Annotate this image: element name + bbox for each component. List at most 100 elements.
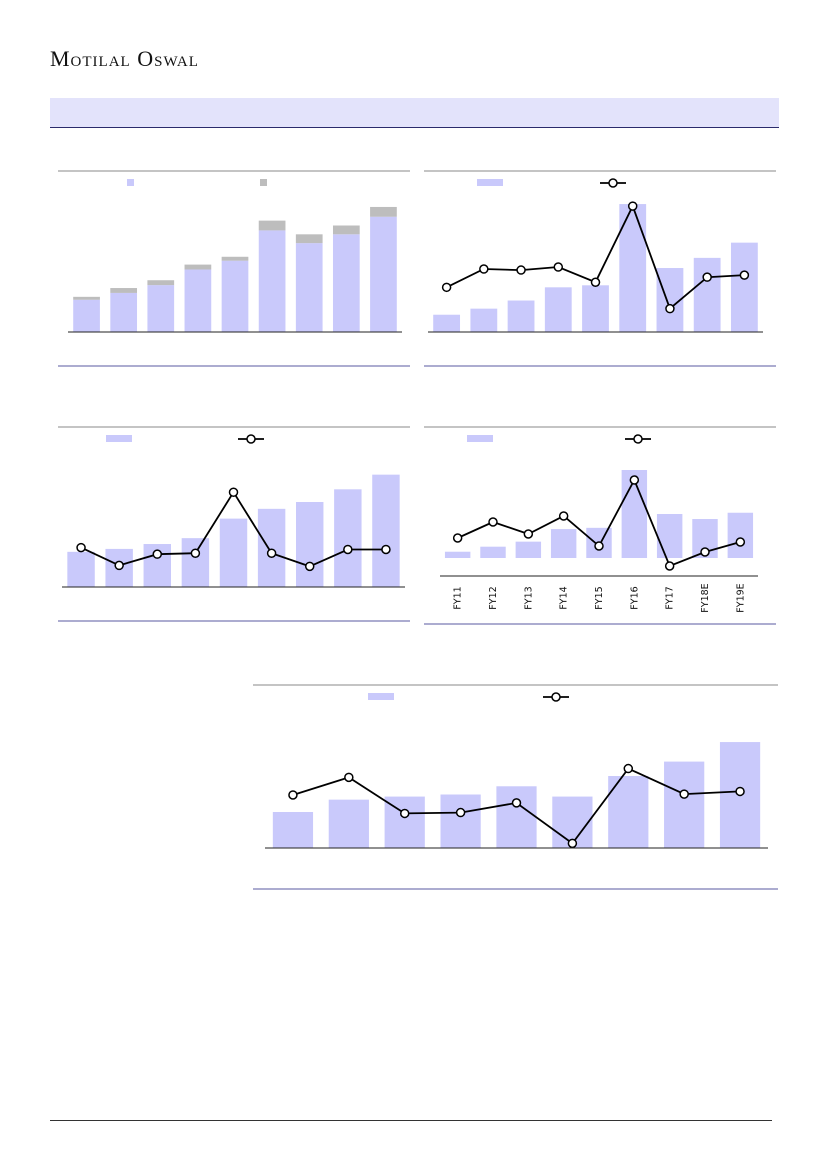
legend-bar-swatch <box>467 435 493 442</box>
line-point <box>735 537 746 547</box>
bar-series1 <box>332 234 360 332</box>
bar <box>664 761 705 848</box>
line-point <box>553 262 564 272</box>
bar-series2 <box>184 264 212 270</box>
brand-logo: Motilal Oswal <box>50 46 199 71</box>
bar <box>515 541 542 558</box>
bar <box>257 508 286 587</box>
line-point <box>523 529 534 539</box>
bar <box>296 502 324 587</box>
legend-line-marker <box>633 434 643 444</box>
bar <box>272 812 314 848</box>
line-point <box>594 541 604 551</box>
bar-series1 <box>73 299 100 332</box>
line-point <box>455 807 466 818</box>
line-point <box>399 808 410 819</box>
line-point <box>266 548 277 558</box>
bar <box>334 489 362 587</box>
line-point <box>700 547 710 557</box>
line-point <box>664 561 675 571</box>
bar <box>440 794 481 848</box>
bar <box>67 551 95 587</box>
line-point <box>343 544 353 555</box>
legend-line-marker <box>246 434 256 444</box>
bar <box>656 514 683 558</box>
line-point <box>735 786 745 797</box>
x-tick-label: FY11 <box>453 586 464 609</box>
bar <box>507 300 535 332</box>
line-point <box>623 763 634 774</box>
line-point <box>679 789 689 799</box>
bar <box>433 314 461 332</box>
bar <box>181 538 210 587</box>
line-point <box>441 282 452 293</box>
x-tick-label: FY19E <box>735 583 746 612</box>
line-point <box>567 838 578 849</box>
x-tick-label: FY12 <box>488 586 499 609</box>
section-header-band <box>50 98 779 128</box>
x-tick-label: FY14 <box>559 586 570 609</box>
line-point <box>558 511 569 521</box>
bar-series1 <box>295 243 323 332</box>
bar-series2 <box>295 234 323 244</box>
legend-bar-swatch <box>260 179 267 186</box>
bar <box>470 308 498 332</box>
bar-series2 <box>147 280 175 286</box>
line-point <box>739 270 750 280</box>
chart-panel-top-left <box>58 170 410 367</box>
legend-bar-swatch <box>106 435 132 442</box>
bar <box>480 546 506 558</box>
x-tick-label: FY15 <box>594 586 605 609</box>
x-tick-label: FY17 <box>665 586 676 609</box>
x-tick-label: FY16 <box>629 586 640 609</box>
bar <box>544 287 572 332</box>
bar <box>693 257 721 332</box>
chart-panel-middle-right: FY11 FY12 FY13 FY14 FY15 FY16 FY17 FY18E FY19E <box>424 426 776 625</box>
line-point <box>702 272 712 282</box>
bar-series1 <box>110 292 138 332</box>
line-point <box>627 201 638 211</box>
line-point <box>629 475 640 485</box>
bar-series2 <box>332 225 360 235</box>
bar <box>730 242 758 332</box>
line-point <box>479 264 489 274</box>
chart-panel-middle-left <box>58 426 410 622</box>
bar <box>582 285 609 332</box>
line-point <box>665 303 675 314</box>
line-point <box>381 544 391 555</box>
bar-series1 <box>258 230 286 332</box>
legend-line-marker <box>551 692 561 702</box>
bar-series1 <box>221 260 249 332</box>
bar <box>372 474 400 587</box>
bar <box>219 518 248 587</box>
line-point <box>76 542 86 553</box>
bar-series2 <box>73 296 100 300</box>
bar <box>496 786 537 848</box>
line-point <box>152 549 163 559</box>
bar-series2 <box>258 220 286 231</box>
line-point <box>190 548 201 558</box>
bar-series1 <box>147 285 175 332</box>
bar-series1 <box>370 216 397 332</box>
x-tick-label: FY13 <box>523 586 534 609</box>
bar-series2 <box>221 256 249 261</box>
legend-bar-swatch <box>127 179 134 186</box>
bar-series1 <box>184 269 212 332</box>
line-point <box>511 798 522 808</box>
line-point <box>452 533 463 543</box>
x-tick-label: FY18E <box>700 583 711 612</box>
line-point <box>344 772 354 783</box>
line-point <box>304 561 315 572</box>
bar <box>328 799 369 848</box>
line-point <box>590 277 601 287</box>
line-point <box>288 790 298 800</box>
bar <box>444 551 471 558</box>
line-point <box>114 560 124 571</box>
chart-panel-bottom <box>253 684 778 890</box>
bar-series2 <box>370 206 397 217</box>
line-point <box>228 487 239 497</box>
legend-line-marker <box>608 178 618 188</box>
footer-rule <box>50 1120 772 1121</box>
bar <box>550 529 577 558</box>
